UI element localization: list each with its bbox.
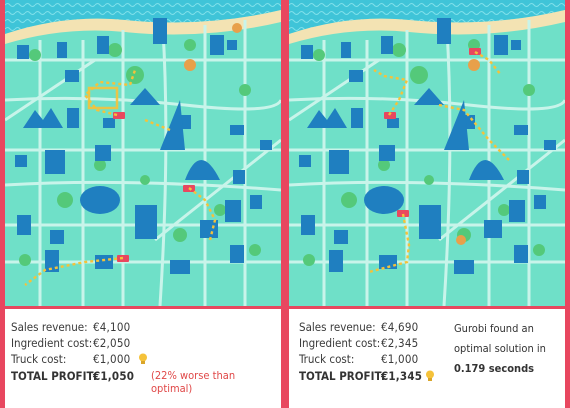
beach xyxy=(289,10,565,44)
sales-revenue-value: €4,690 xyxy=(381,320,419,334)
total-profit-label: TOTAL PROFIT: xyxy=(11,369,98,383)
lightbulb-icon xyxy=(426,370,434,381)
ingredient-cost-value: €2,345 xyxy=(381,336,419,350)
total-profit-value: €1,050 xyxy=(93,369,135,383)
trees xyxy=(303,39,545,266)
lightbulb-icon xyxy=(139,353,147,364)
truck-cost-label: Truck cost: xyxy=(11,352,67,366)
ingredient-cost-label: Ingredient cost: xyxy=(299,336,381,350)
sales-revenue-value: €4,100 xyxy=(93,320,131,334)
truck-routes xyxy=(368,50,510,274)
buildings xyxy=(299,18,556,274)
comparison-note: (22% worse than optimal) xyxy=(151,369,235,395)
note-line-1: (22% worse than xyxy=(151,369,236,382)
trees xyxy=(19,23,261,266)
total-profit-value: €1,345 xyxy=(381,369,423,383)
profit-summary-heuristic: Sales revenue: €4,100 Ingredient cost: €… xyxy=(5,309,281,408)
gurobi-message: Gurobi found an optimal solution in 0.17… xyxy=(454,319,546,379)
ingredient-cost-row: Ingredient cost: €2,345 xyxy=(299,336,418,350)
gurobi-line-1: Gurobi found an xyxy=(454,322,534,335)
profit-summary-optimal: Sales revenue: €4,690 Ingredient cost: €… xyxy=(289,309,565,408)
city-map-svg xyxy=(289,0,565,306)
ingredient-cost-row: Ingredient cost: €2,050 xyxy=(11,336,130,350)
city-map-svg xyxy=(5,0,281,306)
beach xyxy=(5,10,281,44)
optimal-solution-panel: Sales revenue: €4,690 Ingredient cost: €… xyxy=(289,0,565,408)
total-profit-label: TOTAL PROFIT: xyxy=(299,369,386,383)
truck-cost-row: Truck cost: €1,000 xyxy=(11,352,130,366)
note-line-2: optimal) xyxy=(151,382,193,395)
sales-revenue-row: Sales revenue: €4,690 xyxy=(299,320,418,334)
buildings xyxy=(15,18,272,274)
food-truck-icon xyxy=(384,48,481,217)
heuristic-solution-panel: Sales revenue: €4,100 Ingredient cost: €… xyxy=(5,0,281,408)
ingredient-cost-label: Ingredient cost: xyxy=(11,336,93,350)
city-map-heuristic xyxy=(5,0,281,306)
truck-cost-value: €1,000 xyxy=(381,352,419,366)
sales-revenue-label: Sales revenue: xyxy=(11,320,88,334)
ingredient-cost-value: €2,050 xyxy=(93,336,131,350)
city-map-optimal xyxy=(289,0,565,306)
sales-revenue-row: Sales revenue: €4,100 xyxy=(11,320,130,334)
truck-cost-row: Truck cost: €1,000 xyxy=(299,352,418,366)
gurobi-line-2: optimal solution in xyxy=(454,342,546,355)
truck-cost-value: €1,000 xyxy=(93,352,131,366)
total-profit-row: TOTAL PROFIT: €1,050 xyxy=(11,369,134,383)
total-profit-row: TOTAL PROFIT: €1,345 xyxy=(299,369,422,383)
truck-cost-label: Truck cost: xyxy=(299,352,355,366)
gurobi-time: 0.179 seconds xyxy=(454,362,535,375)
sales-revenue-label: Sales revenue: xyxy=(299,320,376,334)
